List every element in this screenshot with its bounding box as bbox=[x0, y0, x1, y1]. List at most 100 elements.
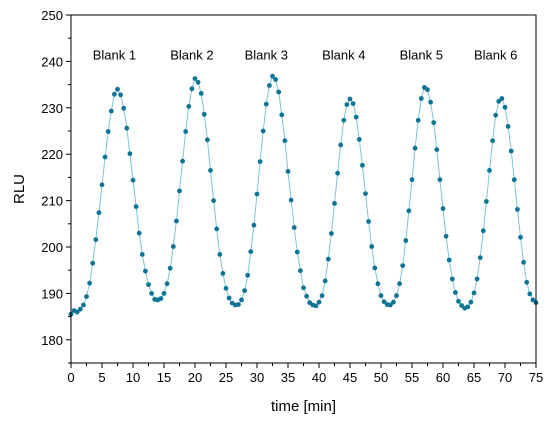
data-point bbox=[412, 145, 418, 151]
data-point bbox=[167, 265, 173, 271]
data-point bbox=[90, 260, 96, 266]
data-point bbox=[81, 302, 86, 308]
x-tick-label: 20 bbox=[188, 370, 202, 385]
data-point bbox=[484, 199, 489, 204]
data-point bbox=[105, 129, 111, 134]
data-point bbox=[387, 302, 393, 308]
plot-frame bbox=[70, 14, 537, 364]
data-point bbox=[143, 268, 148, 274]
data-point bbox=[515, 207, 520, 212]
y-tick-label: 180 bbox=[41, 333, 63, 348]
x-tick-label: 15 bbox=[157, 370, 171, 385]
x-tick-label: 45 bbox=[343, 370, 357, 385]
data-point bbox=[130, 177, 136, 183]
data-point bbox=[236, 302, 241, 307]
peak-label: Blank 2 bbox=[170, 47, 213, 62]
data-point bbox=[263, 101, 269, 107]
data-point bbox=[465, 304, 471, 310]
data-point bbox=[347, 96, 353, 102]
y-axis: 180 190 200 210 220 230 240 250 bbox=[41, 8, 71, 364]
data-point bbox=[298, 268, 303, 274]
data-point bbox=[440, 206, 446, 211]
data-point bbox=[127, 151, 133, 157]
data-point bbox=[341, 117, 347, 123]
data-point bbox=[344, 102, 350, 107]
data-point bbox=[499, 96, 505, 101]
data-point bbox=[409, 177, 415, 183]
data-point bbox=[468, 299, 474, 305]
data-point bbox=[480, 228, 486, 234]
data-point bbox=[443, 233, 449, 239]
data-point bbox=[502, 104, 508, 110]
data-point bbox=[189, 86, 195, 92]
data-point bbox=[449, 276, 455, 282]
data-point bbox=[456, 298, 461, 304]
plot-area bbox=[68, 73, 539, 317]
data-point bbox=[139, 252, 145, 257]
y-axis-title: RLU bbox=[11, 174, 28, 204]
y-tick-label: 190 bbox=[41, 286, 63, 301]
y-tick-label: 240 bbox=[41, 54, 63, 69]
data-point bbox=[84, 294, 89, 299]
peak-label: Blank 1 bbox=[93, 47, 136, 62]
data-point bbox=[254, 191, 260, 197]
data-point bbox=[186, 104, 192, 109]
data-point bbox=[161, 291, 167, 296]
data-point bbox=[332, 201, 337, 206]
data-point bbox=[102, 154, 108, 160]
data-point bbox=[136, 230, 142, 236]
data-point bbox=[87, 280, 92, 286]
y-tick-label: 230 bbox=[41, 101, 63, 116]
data-point bbox=[170, 244, 176, 249]
data-point bbox=[428, 99, 433, 105]
data-point bbox=[316, 299, 322, 305]
data-point bbox=[180, 158, 186, 164]
data-point bbox=[459, 303, 464, 308]
data-point bbox=[217, 252, 223, 257]
data-point bbox=[471, 290, 477, 296]
peak-label: Blank 3 bbox=[245, 47, 288, 62]
data-point bbox=[304, 293, 309, 299]
data-point bbox=[270, 73, 275, 79]
data-point bbox=[508, 148, 514, 154]
data-point bbox=[174, 218, 179, 224]
data-point bbox=[394, 293, 399, 299]
data-point bbox=[363, 191, 368, 197]
data-point bbox=[329, 231, 334, 236]
data-point bbox=[74, 309, 80, 315]
series-line bbox=[70, 75, 537, 315]
data-point bbox=[149, 291, 155, 296]
data-point bbox=[530, 297, 536, 303]
x-tick-label: 60 bbox=[436, 370, 450, 385]
data-point bbox=[338, 142, 344, 148]
data-point bbox=[487, 168, 492, 173]
data-point bbox=[372, 265, 378, 271]
y-tick-label: 250 bbox=[41, 8, 63, 23]
data-point bbox=[313, 303, 319, 309]
data-point bbox=[397, 281, 402, 287]
x-tick-label: 5 bbox=[98, 370, 105, 385]
data-point bbox=[260, 128, 266, 134]
peak-label: Blank 4 bbox=[322, 47, 365, 62]
data-point bbox=[279, 112, 285, 118]
x-axis-title: time [min] bbox=[271, 398, 336, 415]
data-point bbox=[223, 285, 229, 291]
x-tick-label: 30 bbox=[250, 370, 264, 385]
data-point bbox=[474, 276, 480, 282]
data-point bbox=[211, 198, 217, 204]
data-point bbox=[496, 98, 502, 104]
data-point bbox=[115, 86, 120, 92]
data-point bbox=[431, 120, 437, 125]
data-point bbox=[192, 76, 198, 81]
x-tick-label: 75 bbox=[529, 370, 543, 385]
data-point bbox=[353, 114, 359, 120]
data-point bbox=[369, 244, 375, 249]
data-point bbox=[356, 137, 362, 142]
data-point bbox=[403, 238, 409, 243]
data-point bbox=[248, 249, 254, 255]
data-point bbox=[245, 272, 251, 278]
x-tick-label: 40 bbox=[312, 370, 326, 385]
data-point bbox=[77, 306, 83, 312]
data-point bbox=[99, 182, 105, 188]
data-point bbox=[415, 117, 421, 123]
